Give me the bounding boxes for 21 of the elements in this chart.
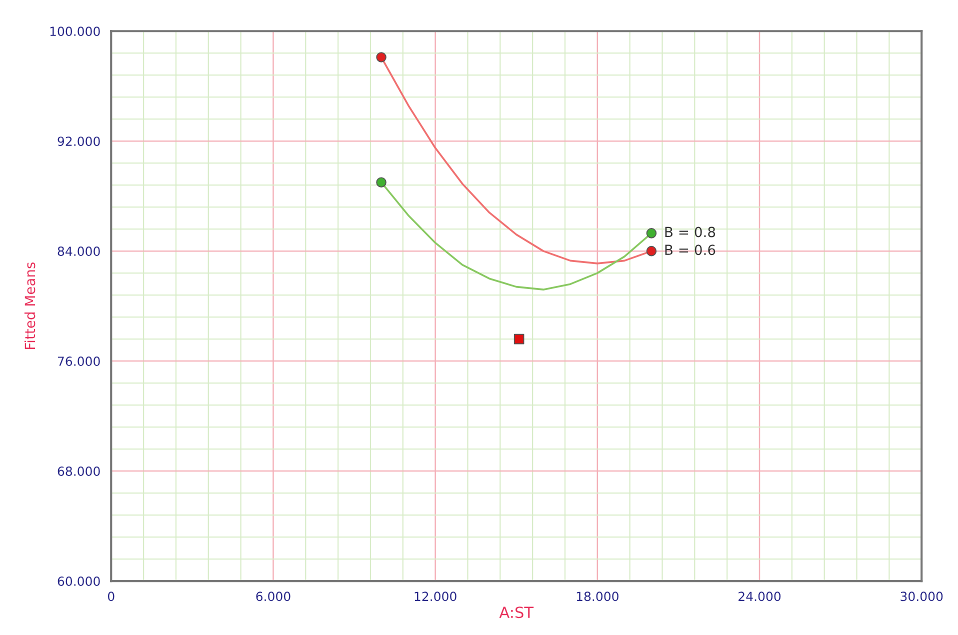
x-tick-label: 12.000 xyxy=(414,592,456,602)
y-axis-title: Fitted Means xyxy=(24,262,36,349)
y-tick-label: 60.000 xyxy=(58,576,100,586)
point xyxy=(514,334,524,344)
y-tick-label: 84.000 xyxy=(58,246,100,256)
series-label: B = 0.6 xyxy=(665,244,716,256)
x-tick-label: 30.000 xyxy=(900,592,943,602)
x-tick-label: 0 xyxy=(108,592,114,602)
x-tick-label: 24.000 xyxy=(738,592,781,602)
x-tick-label: 18.000 xyxy=(576,592,618,602)
point xyxy=(376,52,386,62)
x-tick-label: 6.000 xyxy=(256,592,290,602)
point xyxy=(376,177,386,188)
y-tick-label: 68.000 xyxy=(58,466,100,476)
y-tick-label: 76.000 xyxy=(58,356,100,366)
x-axis-title: A:ST xyxy=(499,606,534,618)
point xyxy=(646,246,657,256)
y-tick-label: 100.000 xyxy=(50,26,100,36)
point xyxy=(646,228,657,238)
series-label: B = 0.8 xyxy=(665,226,716,238)
y-tick-label: 92.000 xyxy=(58,136,100,146)
